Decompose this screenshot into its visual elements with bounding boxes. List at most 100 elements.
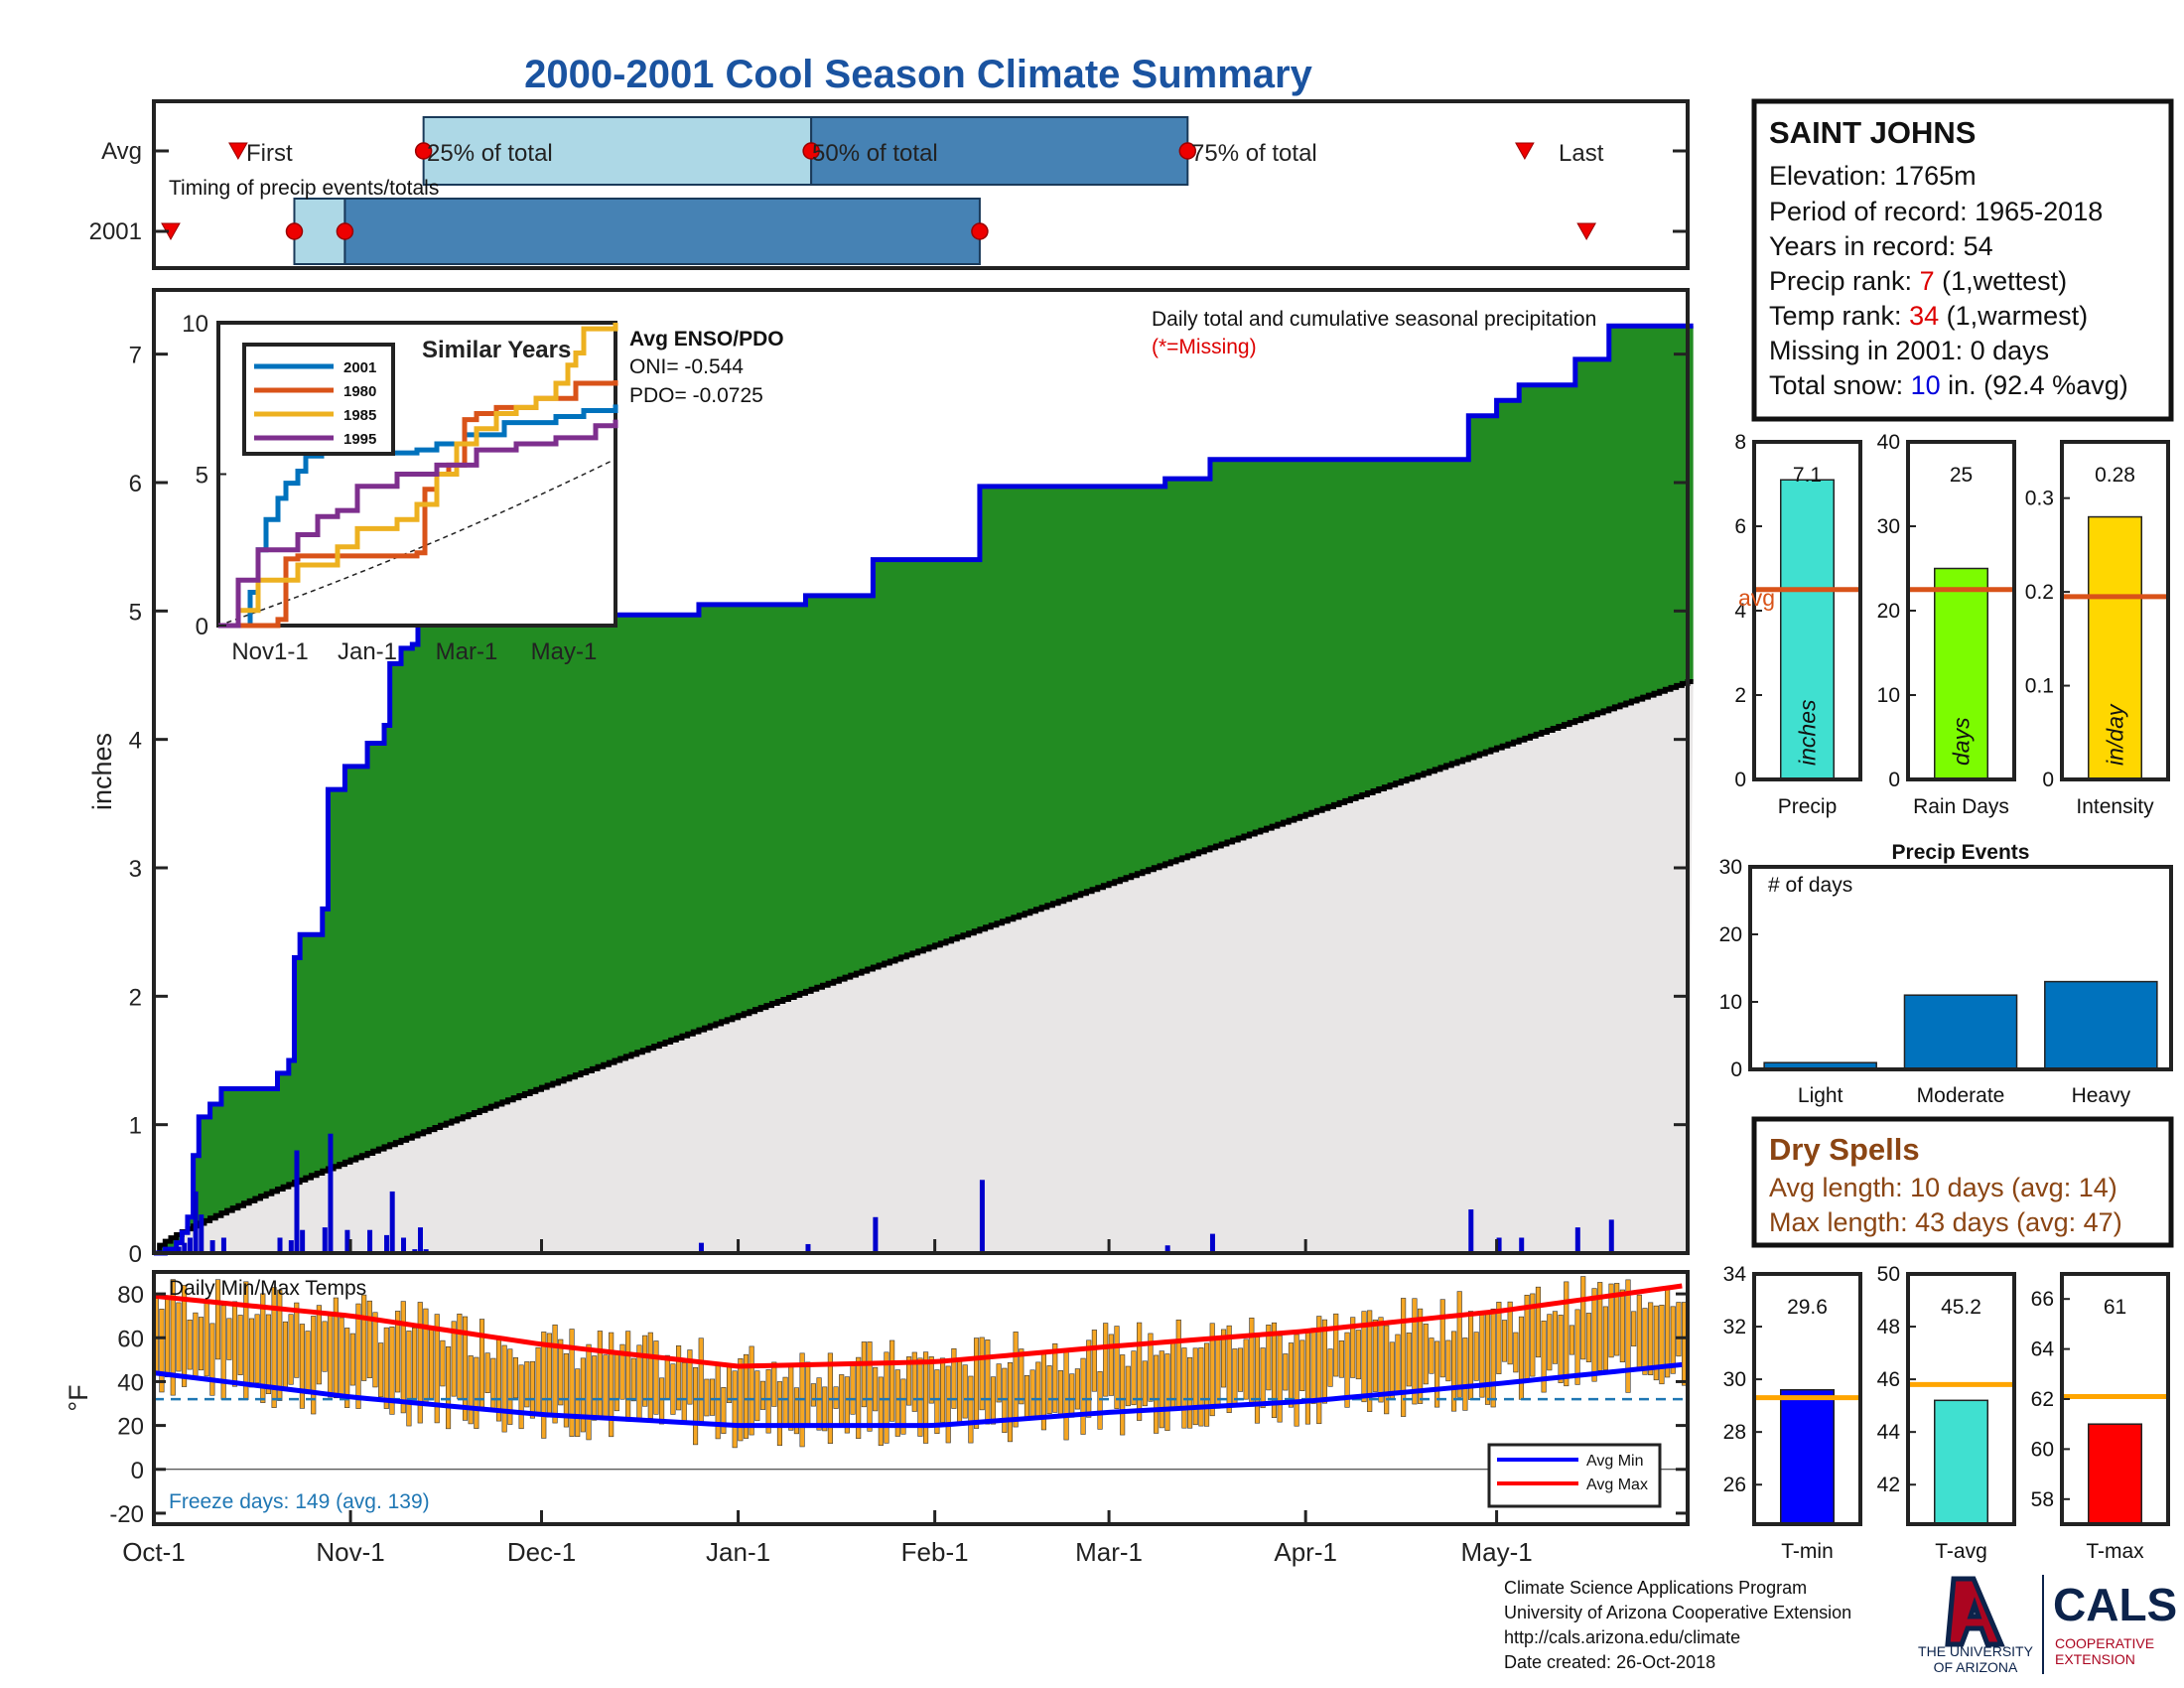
mini-value-label: 61	[2104, 1296, 2126, 1319]
daily-temp-bar	[1338, 1340, 1344, 1378]
enso-oni: ONI= -0.544	[629, 355, 744, 378]
footer-line2: University of Arizona Cooperative Extens…	[1504, 1603, 1851, 1622]
similar-years-inset: 0 5 10 Nov1-1 Jan-1 Mar-1 May-1 2001 1980 1985 199…	[182, 311, 618, 665]
daily-temp-bar	[822, 1386, 828, 1432]
daily-temp-bar	[1395, 1334, 1401, 1393]
daily-temp-bar	[1597, 1282, 1603, 1371]
event-bar-heavy	[2044, 980, 2158, 1070]
daily-temp-bar	[1418, 1308, 1424, 1404]
daily-temp-bar	[1249, 1317, 1255, 1407]
inset-series-1985	[218, 323, 618, 629]
daily-temp-bar	[1642, 1308, 1648, 1375]
daily-temp-bar	[1203, 1342, 1210, 1427]
daily-temp-bar	[1120, 1354, 1126, 1436]
inset-title: Similar Years	[422, 337, 571, 363]
daily-temp-bar	[1069, 1373, 1075, 1418]
daily-temp-bar	[1631, 1311, 1637, 1347]
footer-line3[interactable]: http://cals.arizona.edu/climate	[1504, 1627, 1740, 1647]
mini-frame	[1752, 1272, 1862, 1526]
daily-temp-bar	[552, 1324, 558, 1424]
daily-temp-bar	[209, 1323, 215, 1396]
inset-legend-label: 1985	[343, 407, 376, 424]
temp-legend-frame	[1487, 1443, 1662, 1508]
daily-temp-bar	[1490, 1308, 1496, 1408]
avg-min-line	[153, 1361, 1683, 1429]
daily-temp-bar	[1181, 1347, 1187, 1429]
mini-ytick-label: 0.3	[2025, 488, 2054, 510]
daily-temp-bar	[294, 1302, 300, 1378]
daily-precip-bar	[417, 1227, 423, 1253]
legend-avg-min-label: Avg Min	[1586, 1453, 1644, 1470]
main-ytick-label: 4	[129, 728, 142, 755]
daily-temp-bar	[889, 1339, 895, 1422]
y2001-last-marker	[1576, 222, 1596, 241]
avg-cumulative-area	[154, 681, 1694, 1253]
daily-temp-bar	[805, 1361, 811, 1429]
daily-temp-bar	[749, 1345, 754, 1436]
daily-temp-bar	[288, 1314, 294, 1385]
timing-last-label: Last	[1559, 140, 1604, 167]
daily-temp-bar	[900, 1378, 906, 1435]
mini-bar	[1934, 567, 1988, 780]
daily-temp-bar	[1074, 1368, 1080, 1410]
daily-temp-bar	[220, 1305, 226, 1400]
inset-xtick-label: Mar-1	[436, 638, 498, 665]
station-frame	[1751, 98, 2174, 422]
timing-p75-label: 75% of total	[1191, 140, 1317, 167]
daily-temp-bar	[788, 1364, 794, 1431]
mini-ytick-label: 10	[1877, 684, 1900, 707]
daily-temp-bar	[1361, 1311, 1367, 1403]
mini-ytick-label: 64	[2031, 1338, 2055, 1361]
daily-temp-bar	[592, 1355, 598, 1421]
daily-temp-bar	[704, 1378, 710, 1417]
daily-temp-bar	[833, 1386, 839, 1409]
mini-avg-label: avg	[1738, 585, 1775, 611]
temp-rank-value: 34	[1909, 301, 1939, 331]
daily-temp-bar	[867, 1341, 873, 1432]
main-ytick-label: 2	[129, 984, 142, 1011]
university-of-arizona-logo: THE UNIVERSITY OF ARIZONA	[1918, 1576, 2034, 1675]
daily-temp-bar	[1277, 1335, 1283, 1423]
daily-temp-bar	[1507, 1301, 1513, 1365]
cumulative-precip-line	[154, 323, 1694, 1256]
daily-temp-bar	[1659, 1305, 1665, 1385]
daily-temp-bar	[1288, 1342, 1295, 1408]
daily-temp-bar	[445, 1346, 452, 1430]
temp-ytick-label: 0	[131, 1458, 144, 1484]
daily-temp-bar	[625, 1331, 631, 1422]
daily-temp-bar	[709, 1378, 716, 1416]
mini-ytick-label: 40	[1877, 431, 1900, 454]
total-snow: Total snow: 10 in. (92.4 %avg)	[1769, 370, 2128, 400]
daily-temp-bar	[1321, 1319, 1327, 1404]
daily-temp-bar	[676, 1345, 682, 1411]
event-category-label: Light	[1798, 1084, 1843, 1107]
daily-temp-bar	[1035, 1361, 1041, 1420]
daily-temp-bar	[1355, 1330, 1361, 1380]
daily-temp-bar	[1243, 1338, 1249, 1400]
date-xtick-label: Mar-1	[1075, 1537, 1143, 1567]
mini-ytick-label: 42	[1877, 1474, 1900, 1496]
mini-value-label: 29.6	[1787, 1296, 1828, 1319]
mini-unit-label: inches	[1795, 699, 1821, 766]
daily-temp-bar	[417, 1302, 423, 1424]
daily-temp-bar	[1137, 1322, 1143, 1421]
daily-temp-bar	[1209, 1323, 1215, 1417]
mini-ytick-label: 20	[1877, 600, 1900, 623]
daily-temp-bar	[462, 1316, 469, 1421]
date-xtick-label: Apr-1	[1274, 1537, 1337, 1567]
mini-ytick-label: 66	[2031, 1288, 2054, 1311]
daily-temp-bar	[1518, 1316, 1525, 1400]
daily-temp-bar	[333, 1297, 339, 1399]
daily-temp-bar	[1653, 1305, 1659, 1381]
daily-temp-bar	[440, 1339, 446, 1387]
daily-precip-bar	[322, 1227, 328, 1253]
temp-legend: Avg Min Avg Max	[1487, 1443, 1662, 1508]
timing-first-label: First	[246, 140, 293, 167]
daily-temp-bar	[254, 1314, 260, 1384]
daily-temp-bar	[1013, 1332, 1019, 1428]
daily-temp-bar	[692, 1366, 699, 1446]
mini-value-label: 45.2	[1941, 1296, 1981, 1319]
main-frame	[152, 288, 1690, 1255]
daily-temp-bar	[176, 1302, 182, 1372]
daily-precip-bar	[193, 1191, 199, 1253]
